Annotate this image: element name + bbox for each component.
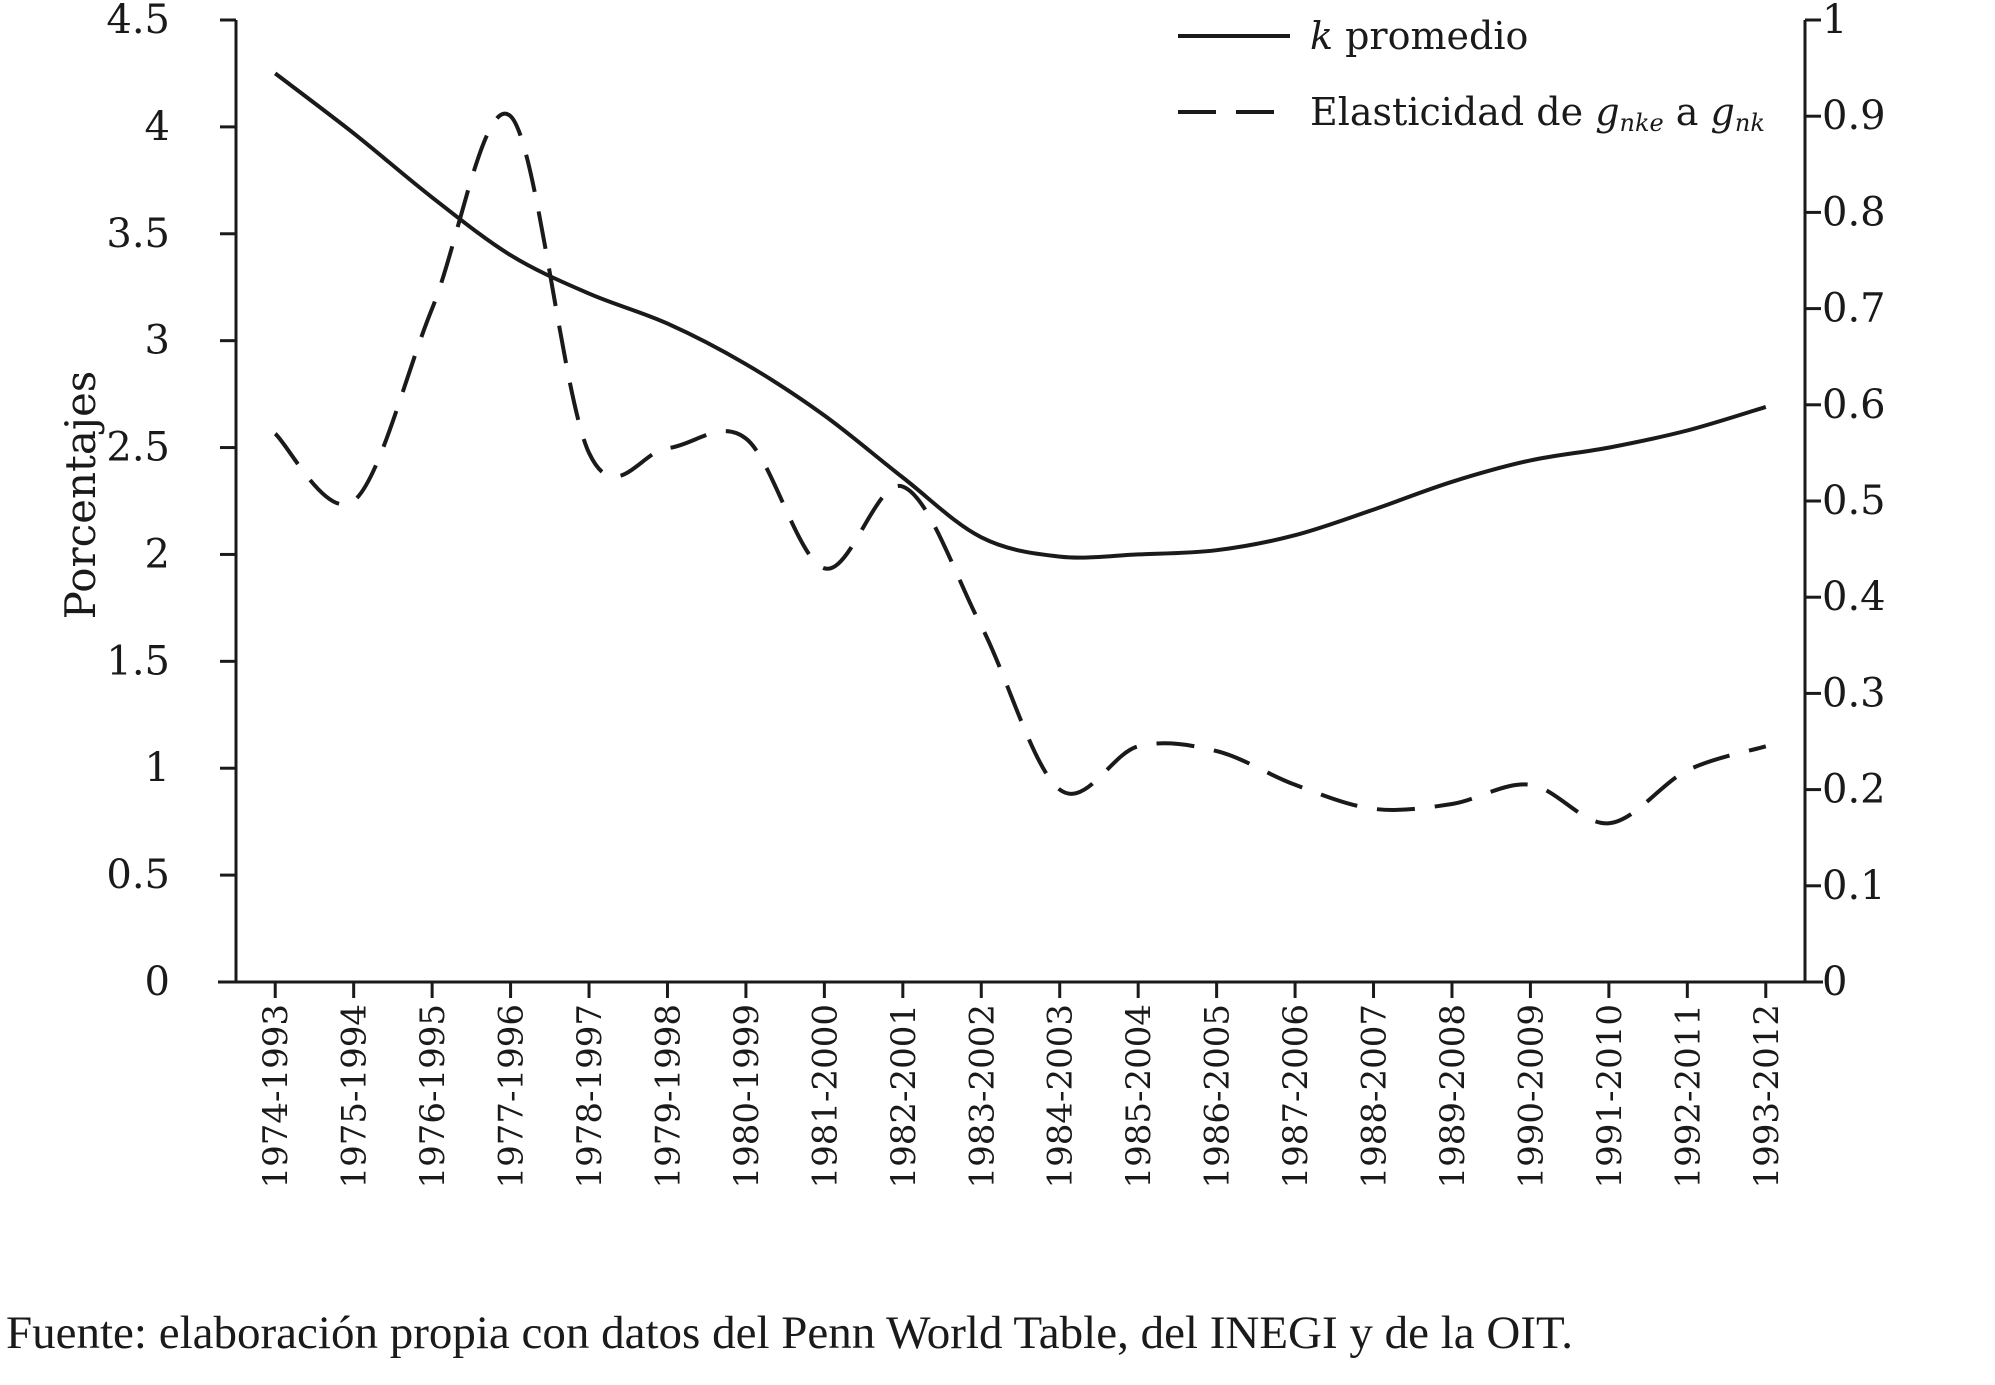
source-note: Fuente: elaboración propia con datos del…	[6, 1307, 1573, 1359]
right-tick-label: 0.4	[1822, 574, 1886, 620]
left-axis-ticks: 0 0.5 1 1.5 2 2.5 3 3.5 4 4.5	[106, 0, 236, 1005]
left-tick-label: 2	[145, 531, 170, 577]
left-tick-label: 3.5	[106, 211, 170, 257]
x-tick-label: 1979-1998	[648, 1004, 688, 1189]
left-tick-label: 2.5	[106, 425, 170, 471]
left-tick-label: 1	[145, 745, 170, 791]
right-axis-ticks: 0 0.1 0.2 0.3 0.4 0.5 0.6 0.7 0.8 0.9 1	[1805, 0, 1886, 1005]
right-tick-label: 0.9	[1822, 93, 1886, 139]
axes	[218, 20, 1823, 984]
x-tick-label: 1981-2000	[805, 1004, 845, 1189]
right-tick-label: 0.3	[1822, 670, 1886, 716]
x-tick-label: 1982-2001	[884, 1004, 924, 1189]
right-tick-label: 0.8	[1822, 189, 1886, 235]
left-tick-label: 3	[145, 318, 170, 364]
right-tick-label: 0	[1822, 959, 1847, 1005]
x-tick-label: 1978-1997	[570, 1004, 610, 1189]
x-tick-label: 1992-2011	[1668, 1004, 1708, 1189]
right-tick-label: 0.6	[1822, 382, 1886, 428]
series-line-elasticidad	[273, 111, 1767, 826]
legend: k promedio Elasticidad de gnke​ a gnk​	[1178, 14, 1765, 137]
chart: 0 0.5 1 1.5 2 2.5 3 3.5 4 4.5 0 0.1 0.2 0.3 0.4 0.5 0.6…	[56, 0, 1886, 1189]
right-tick-label: 0.5	[1822, 478, 1886, 524]
x-tick-label: 1987-2006	[1276, 1004, 1316, 1189]
x-tick-label: 1980-1999	[727, 1004, 767, 1189]
x-tick-label: 1986-2005	[1198, 1004, 1238, 1189]
x-tick-label: 1990-2009	[1511, 1004, 1551, 1189]
x-tick-label: 1989-2008	[1433, 1004, 1473, 1189]
left-tick-label: 4.5	[106, 0, 170, 43]
x-tick-label: 1993-2012	[1747, 1004, 1787, 1189]
left-tick-label: 0.5	[106, 852, 170, 898]
right-tick-label: 0.2	[1822, 767, 1886, 813]
left-tick-label: 0	[145, 959, 170, 1005]
series-line-k-promedio	[273, 71, 1767, 560]
x-tick-label: 1985-2004	[1119, 1004, 1159, 1189]
x-tick-label: 1976-1995	[413, 1004, 453, 1189]
right-tick-label: 1	[1822, 0, 1847, 43]
x-tick-label: 1988-2007	[1355, 1004, 1395, 1189]
right-tick-label: 0.7	[1822, 286, 1886, 332]
x-axis-ticks: 1974-1993 1975-1994 1976-1995 1977-1996 1978…	[256, 982, 1787, 1189]
x-tick-label: 1991-2010	[1590, 1004, 1630, 1189]
legend-label-k-promedio: k promedio	[1310, 14, 1528, 58]
y-axis-title: Porcentajes	[56, 371, 105, 620]
left-tick-label: 1.5	[106, 638, 170, 684]
x-tick-label: 1974-1993	[256, 1004, 296, 1189]
series-layer	[273, 71, 1767, 826]
right-tick-label: 0.1	[1822, 863, 1886, 909]
legend-label-elasticidad: Elasticidad de gnke​ a gnk​	[1310, 90, 1765, 137]
x-tick-label: 1975-1994	[335, 1004, 375, 1189]
x-tick-label: 1984-2003	[1041, 1004, 1081, 1189]
x-tick-label: 1977-1996	[492, 1004, 532, 1189]
left-tick-label: 4	[145, 104, 170, 150]
x-tick-label: 1983-2002	[962, 1004, 1002, 1189]
